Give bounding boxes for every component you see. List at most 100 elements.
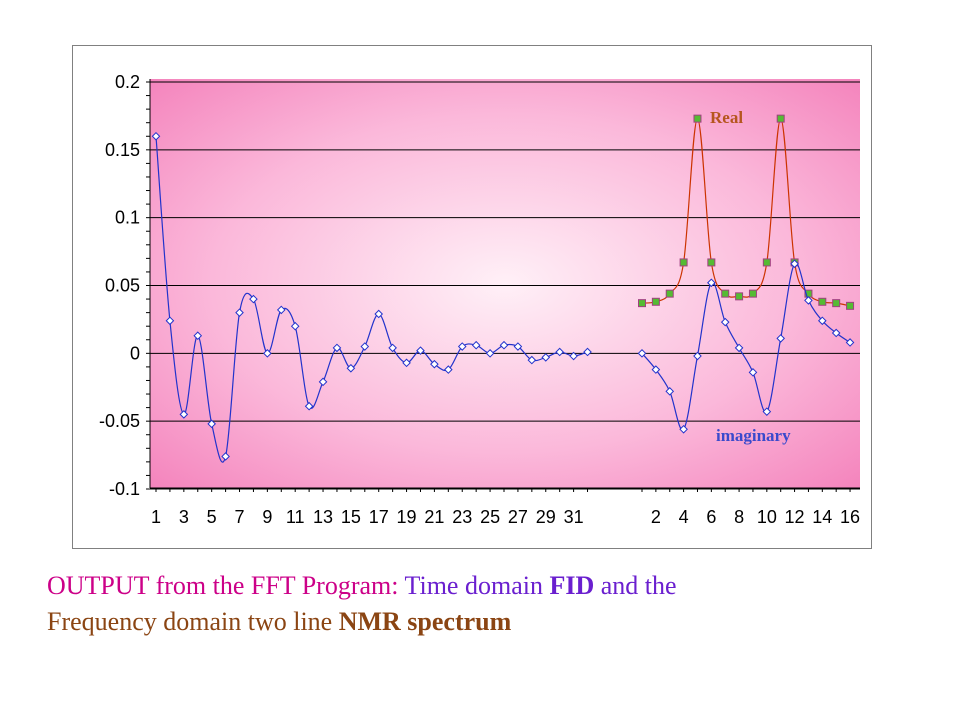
fid-data-point: [249, 294, 258, 304]
y-tick-label: 0: [130, 343, 140, 363]
imaginary-series-label: imaginary: [716, 426, 791, 445]
fid-data-point: [360, 342, 370, 351]
x-tick-label: 29: [536, 507, 556, 527]
x-tick-label: 12: [785, 507, 805, 527]
imaginary-series-line: [641, 262, 851, 431]
x-tick-label: 14: [812, 507, 832, 527]
x-tick-label: 3: [179, 507, 189, 527]
real-series-label: Real: [710, 108, 743, 127]
fid-series-line: [155, 136, 588, 463]
imaginary-data-point: [720, 317, 730, 327]
fid-data-point: [416, 346, 425, 355]
real-data-point: [707, 258, 716, 267]
fid-data-point: [318, 377, 328, 387]
fft-chart: 0.20.150.10.050-0.05-0.1 1 3 5 7 9 11 13 15 17 19…: [99, 72, 860, 527]
real-data-point: [846, 301, 855, 310]
imaginary-data-point: [734, 343, 744, 353]
fid-data-point: [485, 349, 495, 358]
x-tick-label: 19: [397, 507, 417, 527]
imaginary-data-point: [693, 351, 702, 361]
x-tick-label: 1: [151, 507, 161, 527]
imaginary-data-point: [748, 368, 758, 377]
fid-data-point: [388, 343, 397, 353]
fid-data-point: [290, 321, 300, 331]
imaginary-data-point: [776, 334, 786, 343]
x-tick-label: 2: [651, 507, 661, 527]
y-tick-labels: 0.2 0.15 0.1 0.05 0 -0.05 -0.1: [99, 72, 140, 499]
fid-data-point: [499, 340, 509, 350]
fid-data-point: [304, 401, 314, 411]
fid-data-point: [374, 309, 384, 319]
caption-fid-text: FID: [549, 571, 595, 600]
caption-line-2: Frequency domain two line NMR spectrum: [47, 604, 927, 640]
imaginary-data-point: [651, 365, 661, 374]
real-data-point: [721, 289, 730, 298]
real-data-point: [776, 114, 785, 123]
fid-data-point: [165, 316, 175, 326]
real-data-point: [735, 292, 744, 301]
x-tick-label: 8: [734, 507, 744, 527]
imaginary-data-point: [790, 259, 799, 269]
caption-and-text: and the: [594, 571, 677, 600]
x-tick-label: 16: [840, 507, 860, 527]
x-tick-label: 11: [286, 507, 305, 527]
x-tick-labels: 1 3 5 7 9 11 13 15 17 19 21 23 25 27 29 31 2 4 6 8 10 12 14 16: [151, 507, 860, 527]
fid-data-point: [541, 353, 551, 362]
fid-data-point: [151, 131, 161, 141]
y-tick-label: 0.2: [115, 72, 140, 92]
x-tick-label: 15: [341, 507, 361, 527]
real-data-point: [665, 289, 674, 298]
imaginary-data-point: [665, 387, 675, 396]
fid-data-point: [430, 359, 439, 369]
imaginary-data-point: [804, 296, 813, 305]
caption-time-domain-text: Time domain: [404, 571, 550, 600]
real-data-point: [762, 258, 771, 267]
imaginary-data-point: [762, 407, 772, 416]
real-data-point: [693, 114, 702, 123]
fid-data-point: [457, 342, 467, 351]
caption-line-1: OUTPUT from the FFT Program: Time domain…: [47, 568, 927, 604]
x-tick-label: 4: [679, 507, 689, 527]
x-tick-label: 9: [262, 507, 272, 527]
x-tick-label: 31: [564, 507, 584, 527]
plot-area: [150, 79, 860, 488]
real-data-point: [679, 258, 688, 267]
y-tick-label: 0.05: [105, 276, 140, 296]
caption-frequency-domain-text: Frequency domain two line: [47, 607, 339, 636]
fid-data-point: [555, 347, 564, 357]
fid-data-point: [583, 347, 592, 357]
fid-data-point: [235, 308, 244, 317]
x-tick-label: 25: [480, 507, 500, 527]
imaginary-data-point: [707, 278, 716, 288]
fid-data-point: [513, 342, 523, 351]
imaginary-data-point: [845, 338, 855, 347]
fid-data-point: [276, 305, 286, 315]
fid-data-point: [332, 343, 342, 353]
fid-data-point: [527, 355, 537, 365]
x-tick-label: 13: [313, 507, 333, 527]
fid-data-point: [221, 452, 230, 461]
real-data-point: [638, 299, 646, 308]
fid-data-point: [179, 410, 189, 419]
caption-output-text: OUTPUT from the FFT Program:: [47, 571, 405, 600]
gridlines: [150, 81, 860, 490]
chart-frame: 0.2 0.15 0.1 0.05 0 -0.05 -0.1 1 3 5 7 9 11 13 15 17 19…: [72, 45, 872, 549]
axes: [146, 79, 860, 492]
caption-nmr-spectrum-text: NMR spectrum: [338, 607, 512, 636]
y-tick-label: -0.05: [99, 411, 140, 431]
x-tick-label: 21: [424, 507, 444, 527]
y-tick-label: 0.15: [105, 140, 140, 160]
fid-data-point: [402, 358, 411, 368]
fid-data-point: [444, 365, 453, 374]
fid-data-point: [263, 349, 272, 358]
imaginary-data-point: [818, 316, 827, 326]
x-tick-label: 5: [207, 507, 217, 527]
fid-data-point: [193, 331, 203, 341]
x-tick-label: 6: [706, 507, 716, 527]
x-tick-label: 27: [508, 507, 528, 527]
fid-data-point: [207, 419, 216, 429]
y-tick-label: 0.1: [115, 208, 140, 228]
real-data-point: [832, 299, 841, 308]
fid-data-point: [346, 363, 356, 373]
caption: OUTPUT from the FFT Program: Time domain…: [47, 568, 927, 640]
